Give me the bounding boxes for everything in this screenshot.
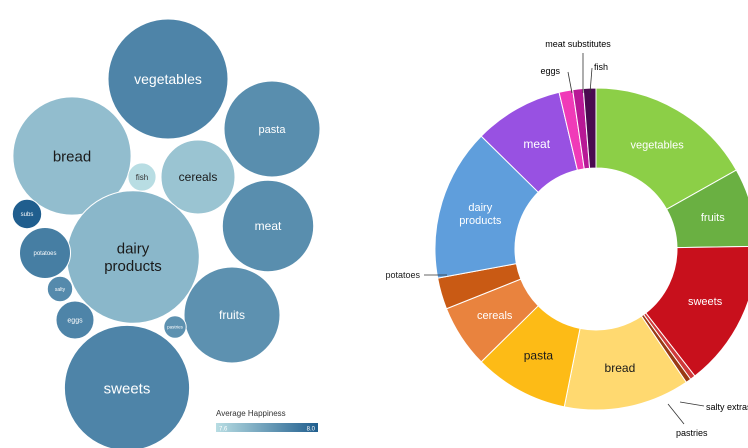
bubble-label: potatoes	[33, 251, 56, 257]
slice-fruits	[665, 169, 748, 249]
slice-label-meat-substitutes: meat substitutes	[545, 39, 611, 49]
bubble-circle	[63, 324, 191, 448]
legend-max-label: 8.0	[307, 427, 316, 433]
bubble-label: vegetables	[134, 71, 202, 87]
slice-label-pastries: pastries	[676, 428, 708, 438]
bubble-fish: fish	[127, 162, 157, 192]
bubble-eggs: eggs	[55, 300, 95, 340]
bubble-label: salty	[55, 287, 66, 293]
bubble-circle	[107, 18, 229, 140]
bubble-circle	[163, 315, 187, 339]
bubble-circle	[221, 179, 315, 273]
legend-min-label: 7.6	[219, 427, 228, 433]
bubble-potatoes: potatoes	[19, 227, 71, 279]
slice-label-bread: bread	[605, 361, 636, 375]
bubble-label: eggs	[67, 317, 83, 324]
bubble-label: fish	[136, 173, 148, 182]
bubble-sweets: sweets	[63, 324, 191, 448]
leader-line-salty-extras	[679, 401, 705, 407]
bubble-label: bread	[53, 148, 91, 165]
bubble-label: dairy products	[104, 241, 162, 275]
bubble-label: pastries	[167, 325, 184, 330]
slice-label-vegetables: vegetables	[630, 139, 684, 151]
leader-line-pastries	[667, 403, 685, 425]
slice-label-eggs: eggs	[540, 66, 560, 76]
bubble-dairy-products: dairy products	[66, 190, 200, 324]
bubble-label: fruits	[219, 308, 245, 322]
bubble-meat: meat	[221, 179, 315, 273]
bubble-circle	[160, 139, 236, 215]
bubble-label: sweets	[104, 380, 151, 397]
bubble-label: subs	[21, 212, 34, 218]
bubble-fruits: fruits	[183, 266, 281, 364]
bubble-circle	[19, 227, 71, 279]
leader-line-eggs	[567, 71, 573, 94]
legend-title: Average Happiness	[216, 409, 286, 418]
leader-line-fish	[589, 67, 593, 94]
bubble-pasta: pasta	[223, 80, 321, 178]
bubble-chart: vegetables bread pasta cereals fish meat dairy…	[11, 18, 321, 448]
slice-label-meat: meat	[523, 137, 550, 151]
happiness-legend: Average Happiness 7.6 8.0	[216, 409, 318, 433]
bubble-cereals: cereals	[160, 139, 236, 215]
slice-label-dairy-products: dairy products	[459, 202, 502, 227]
bubble-circle	[183, 266, 281, 364]
slice-label-salty-extras: salty extras	[706, 402, 748, 412]
slice-label-potatoes: potatoes	[385, 270, 420, 280]
slice-label-fruits: fruits	[701, 212, 725, 224]
bubble-pastries: pastries	[163, 315, 187, 339]
bubble-label: pasta	[259, 124, 287, 136]
slice-label-fish: fish	[594, 62, 608, 72]
slice-vegetables	[595, 87, 737, 210]
bubble-circle	[46, 275, 74, 303]
bubble-circle	[11, 198, 43, 230]
bubble-bread: bread	[12, 96, 132, 216]
bubble-vegetables: vegetables	[107, 18, 229, 140]
bubble-circle	[12, 96, 132, 216]
slice-label-pasta: pasta	[524, 349, 554, 363]
bubble-circle	[223, 80, 321, 178]
slice-label-sweets: sweets	[688, 296, 723, 308]
bubble-label: cereals	[179, 170, 218, 184]
bubble-circle	[55, 300, 95, 340]
bubble-salty: salty	[46, 275, 74, 303]
slice-fish	[582, 87, 597, 169]
donut-chart: vegetables fruits sweets salty extras pastri…	[385, 39, 748, 438]
bubble-subs: subs	[11, 198, 43, 230]
legend-gradient-bar	[216, 423, 318, 432]
slice-label-cereals: cereals	[477, 310, 513, 322]
bubble-label: meat	[255, 219, 282, 233]
